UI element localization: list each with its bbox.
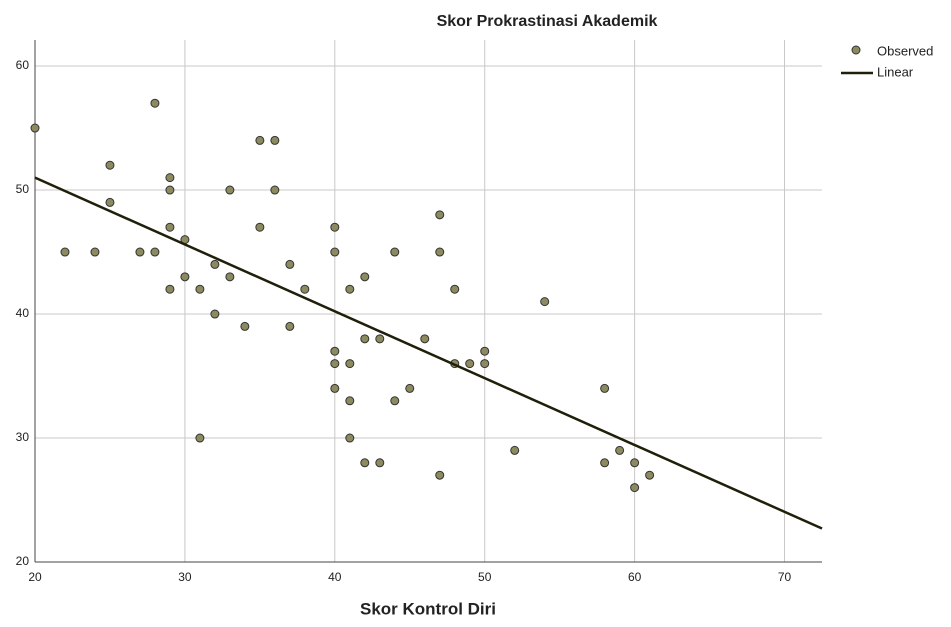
point — [361, 459, 369, 467]
x-tick-label: 60 — [628, 570, 642, 584]
point — [376, 459, 384, 467]
legend-label: Linear — [877, 64, 914, 79]
point — [256, 223, 264, 231]
point — [196, 434, 204, 442]
fit-line — [35, 178, 822, 529]
x-tick-label: 30 — [178, 570, 192, 584]
point — [601, 459, 609, 467]
point — [631, 459, 639, 467]
y-tick-label: 30 — [16, 430, 30, 444]
point — [481, 347, 489, 355]
point — [331, 384, 339, 392]
y-tick-label: 60 — [16, 58, 30, 72]
y-tick-label: 50 — [16, 182, 30, 196]
chart-title: Skor Prokrastinasi Akademik — [437, 13, 658, 30]
point — [301, 285, 309, 293]
chart: Skor Prokrastinasi Akademik Skor Kontrol… — [0, 0, 951, 627]
point — [406, 384, 414, 392]
point — [346, 285, 354, 293]
point — [271, 136, 279, 144]
x-tick-label: 50 — [478, 570, 492, 584]
point — [166, 186, 174, 194]
x-tick-label: 20 — [28, 570, 42, 584]
point — [451, 285, 459, 293]
point — [91, 248, 99, 256]
point — [31, 124, 39, 132]
point — [481, 360, 489, 368]
point — [346, 360, 354, 368]
point — [346, 434, 354, 442]
point — [541, 298, 549, 306]
y-tick-label: 20 — [16, 554, 30, 568]
point — [331, 360, 339, 368]
point — [286, 322, 294, 330]
point — [646, 471, 654, 479]
point — [106, 161, 114, 169]
point — [181, 273, 189, 281]
point — [376, 335, 384, 343]
point — [106, 198, 114, 206]
point — [151, 248, 159, 256]
point — [61, 248, 69, 256]
legend-swatch — [852, 46, 860, 54]
y-tick-label: 40 — [16, 306, 30, 320]
point — [601, 384, 609, 392]
point — [196, 285, 204, 293]
point — [421, 335, 429, 343]
point — [211, 310, 219, 318]
point — [166, 285, 174, 293]
point — [226, 186, 234, 194]
point — [436, 211, 444, 219]
point — [631, 484, 639, 492]
point — [166, 174, 174, 182]
point — [331, 347, 339, 355]
point — [331, 223, 339, 231]
x-tick-label: 40 — [328, 570, 342, 584]
page: Skor Prokrastinasi Akademik Skor Kontrol… — [0, 0, 951, 627]
point — [226, 273, 234, 281]
point — [151, 99, 159, 107]
point — [436, 471, 444, 479]
x-axis-label: Skor Kontrol Diri — [360, 599, 496, 618]
point — [271, 186, 279, 194]
point — [511, 446, 519, 454]
point — [331, 248, 339, 256]
point — [166, 223, 174, 231]
point — [466, 360, 474, 368]
point — [616, 446, 624, 454]
legend-label: Observed — [877, 43, 933, 58]
point — [286, 260, 294, 268]
point — [361, 335, 369, 343]
x-tick-label: 70 — [778, 570, 792, 584]
point — [241, 322, 249, 330]
point — [436, 248, 444, 256]
point — [136, 248, 144, 256]
point — [256, 136, 264, 144]
point — [361, 273, 369, 281]
point — [391, 397, 399, 405]
point — [346, 397, 354, 405]
point — [391, 248, 399, 256]
point — [211, 260, 219, 268]
